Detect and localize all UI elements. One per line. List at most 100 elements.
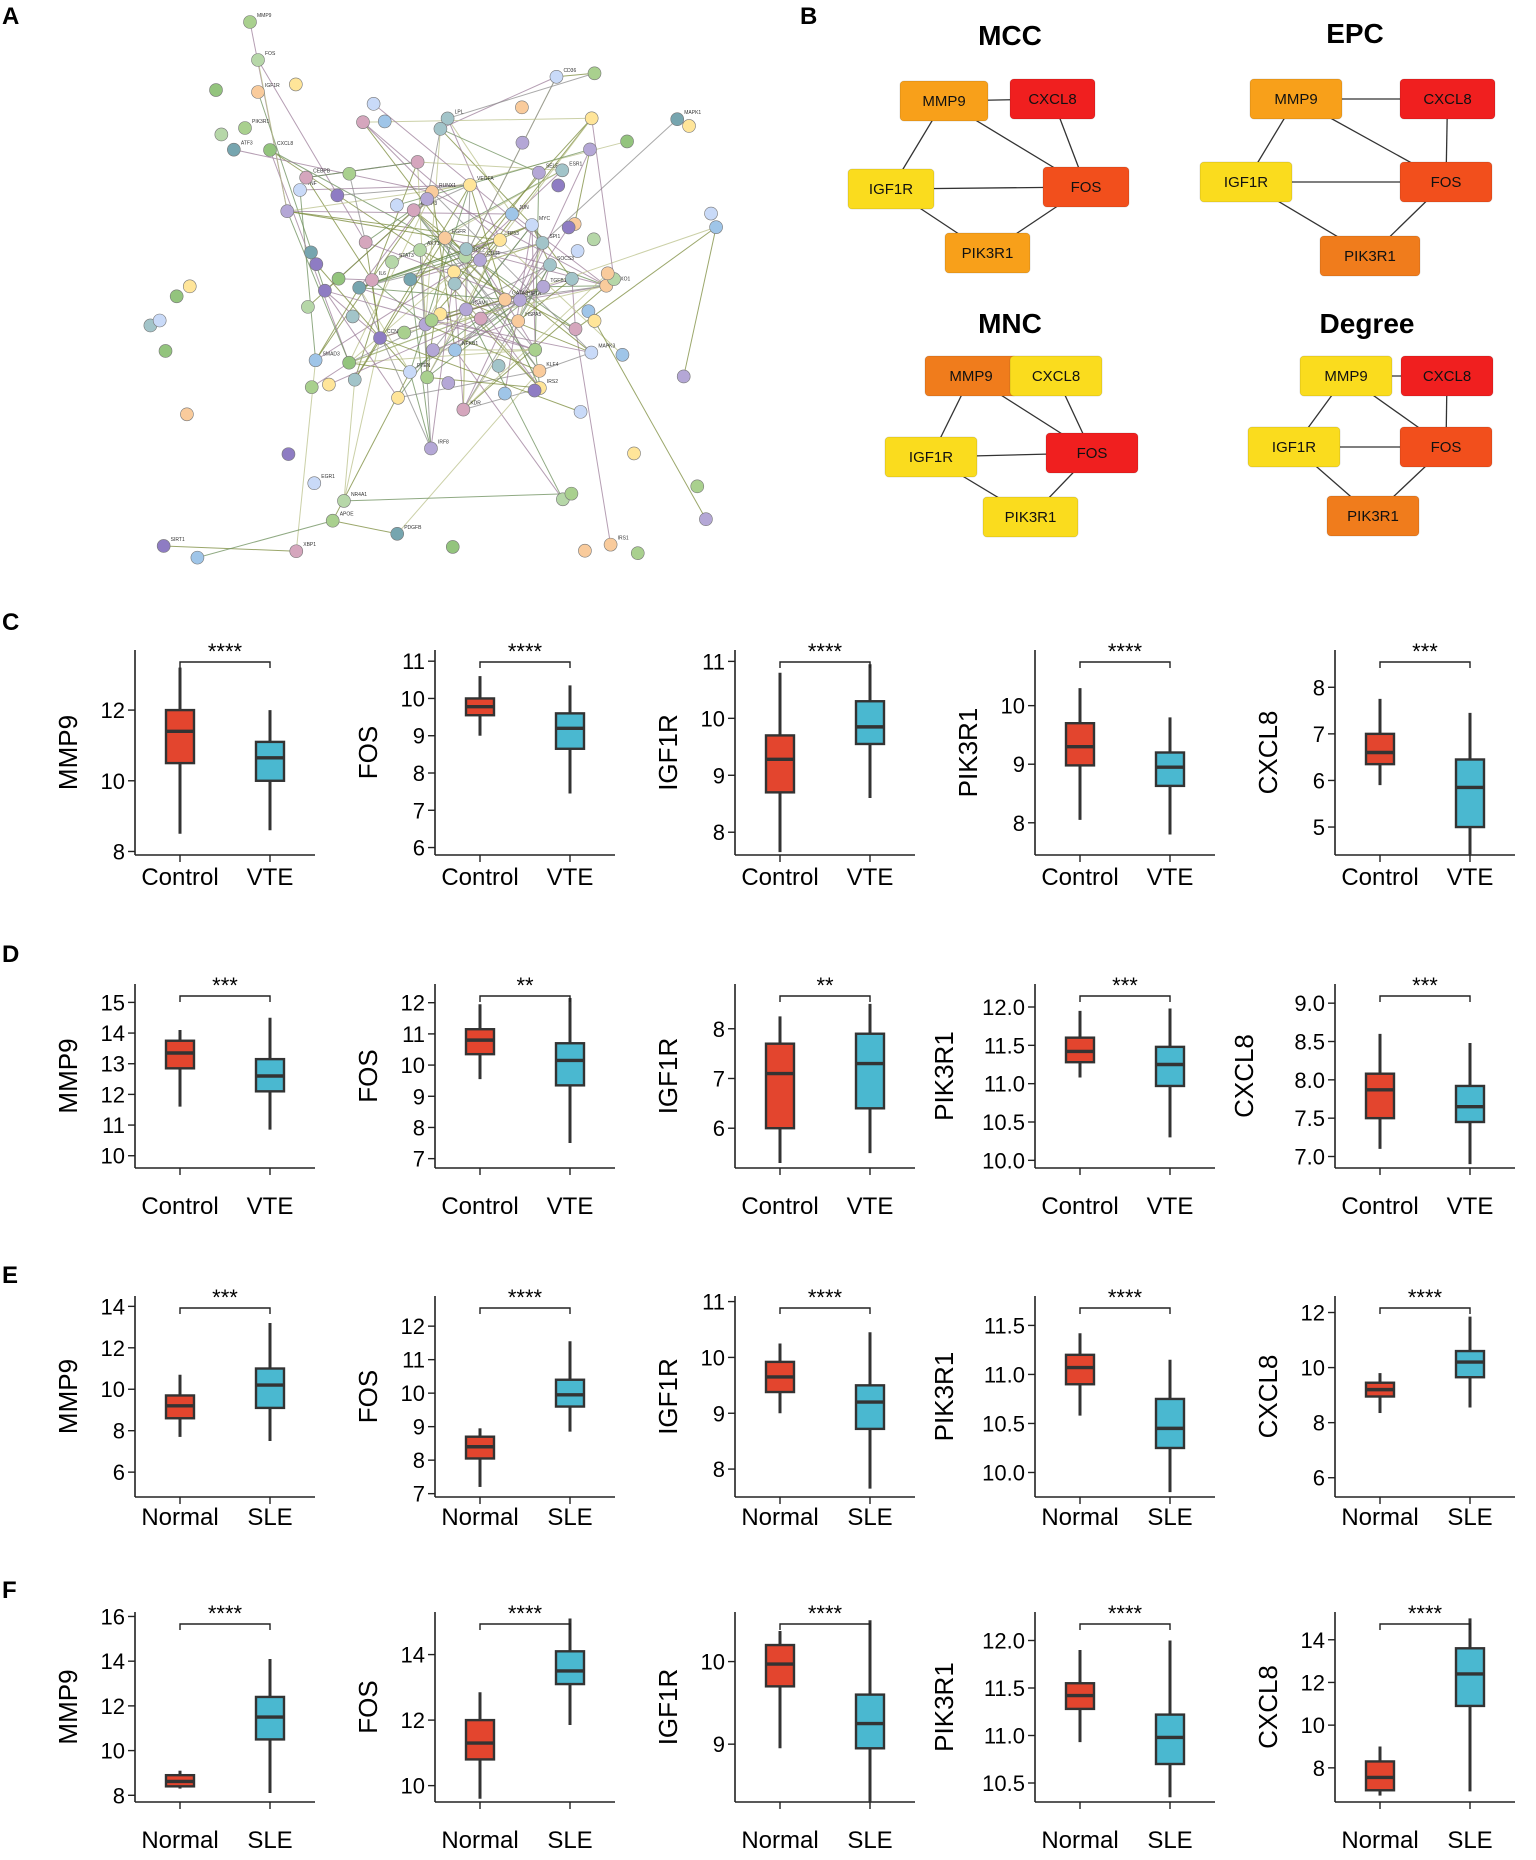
network-node-label: XBP1 — [303, 542, 316, 548]
network-node — [492, 359, 505, 372]
x-tick-label: SLE — [1447, 1827, 1492, 1854]
network-node — [252, 54, 265, 67]
y-tick-label: 15 — [101, 990, 125, 1015]
y-tick-label: 14 — [101, 1021, 125, 1046]
significance-label: **** — [1108, 639, 1143, 664]
network-node — [628, 447, 641, 460]
hub-node-label: IGF1R — [1272, 439, 1316, 456]
hub-node-label: IGF1R — [909, 449, 953, 466]
x-tick-label: SLE — [247, 1827, 292, 1854]
x-tick-label: VTE — [1147, 1193, 1194, 1220]
network-node-label: MYC — [539, 216, 551, 222]
hub-node-label: MMP9 — [1274, 91, 1317, 108]
network-edge — [576, 329, 611, 545]
network-node — [705, 207, 718, 220]
y-axis-label: CXCL8 — [1253, 1665, 1283, 1749]
box-iqr — [1156, 1047, 1184, 1086]
y-tick-label: 9 — [713, 763, 725, 788]
x-tick-label: Control — [441, 864, 518, 891]
y-tick-label: 7.0 — [1294, 1145, 1325, 1170]
x-tick-label: Normal — [141, 1827, 218, 1854]
network-node-label: TP53 — [507, 231, 519, 237]
ppi-network-panel: MMP9FOSIGF1RPIK3R1CXCL8TNFIL6STAT3AKT1EG… — [144, 13, 723, 564]
hub-node-label: PIK3R1 — [1005, 509, 1057, 526]
y-axis-label: IGF1R — [653, 1358, 683, 1435]
network-node — [374, 332, 387, 345]
x-tick-label: VTE — [547, 1193, 594, 1220]
network-node-label: IRS2 — [547, 379, 558, 385]
network-node — [494, 234, 507, 247]
network-edge — [397, 371, 539, 534]
network-node — [183, 280, 196, 293]
network-node — [281, 205, 294, 218]
network-node — [512, 315, 525, 328]
network-node — [414, 244, 427, 257]
y-tick-label: 11 — [702, 649, 725, 674]
hub-network-title: Degree — [1320, 308, 1415, 339]
network-node — [677, 370, 690, 383]
y-tick-label: 13 — [101, 1052, 125, 1077]
network-node — [585, 346, 598, 359]
network-node — [425, 314, 438, 327]
y-tick-label: 8 — [113, 1783, 125, 1808]
significance-label: ** — [816, 973, 834, 998]
hub-network-title: MNC — [978, 308, 1042, 339]
network-node — [421, 192, 434, 205]
network-edge — [372, 280, 425, 324]
network-node — [691, 480, 704, 493]
network-node — [322, 378, 335, 391]
y-tick-label: 12 — [1301, 1301, 1325, 1326]
significance-label: *** — [212, 1285, 238, 1310]
box-iqr — [466, 1720, 494, 1759]
x-tick-label: SLE — [847, 1504, 892, 1531]
significance-label: **** — [1408, 1285, 1443, 1310]
x-tick-label: VTE — [1447, 1193, 1494, 1220]
hub-node-label: FOS — [1077, 445, 1108, 462]
box-iqr — [556, 713, 584, 748]
network-node — [506, 208, 519, 221]
y-tick-label: 9.0 — [1294, 991, 1325, 1016]
network-edge — [197, 521, 332, 558]
network-node-label: IL6 — [379, 271, 386, 277]
network-node-label: BCL2 — [472, 248, 485, 254]
y-tick-label: 10 — [101, 769, 125, 794]
x-tick-label: Normal — [141, 1504, 218, 1531]
hub-node-label: MMP9 — [949, 368, 992, 385]
network-node — [421, 371, 434, 384]
x-tick-label: SLE — [547, 1504, 592, 1531]
network-node-label: PTEN — [417, 363, 431, 369]
box-iqr — [1066, 723, 1094, 765]
network-node — [309, 354, 322, 367]
y-axis-label: FOS — [353, 726, 383, 779]
box-iqr — [1066, 1355, 1094, 1384]
significance-label: **** — [508, 1285, 543, 1310]
y-axis-label: MMP9 — [53, 1669, 83, 1744]
hub-node-label: IGF1R — [869, 181, 913, 198]
network-node — [332, 272, 345, 285]
network-node — [359, 236, 372, 249]
y-tick-label: 10 — [1301, 1356, 1325, 1381]
network-node — [449, 344, 462, 357]
box-iqr — [1366, 1074, 1394, 1118]
y-tick-label: 6 — [113, 1460, 125, 1485]
box-iqr — [766, 735, 794, 792]
box-iqr — [556, 1651, 584, 1684]
hub-node-label: FOS — [1431, 439, 1462, 456]
network-node-label: PDGFB — [404, 525, 422, 531]
network-node — [244, 16, 257, 29]
y-tick-label: 14 — [101, 1294, 125, 1319]
network-node-label: KDR — [470, 401, 481, 407]
box-iqr — [1156, 753, 1184, 786]
box-iqr — [856, 701, 884, 744]
y-tick-label: 11 — [102, 1113, 125, 1138]
network-node-label: LPL — [455, 109, 464, 115]
x-tick-label: Control — [1041, 1193, 1118, 1220]
y-tick-label: 8 — [413, 761, 425, 786]
